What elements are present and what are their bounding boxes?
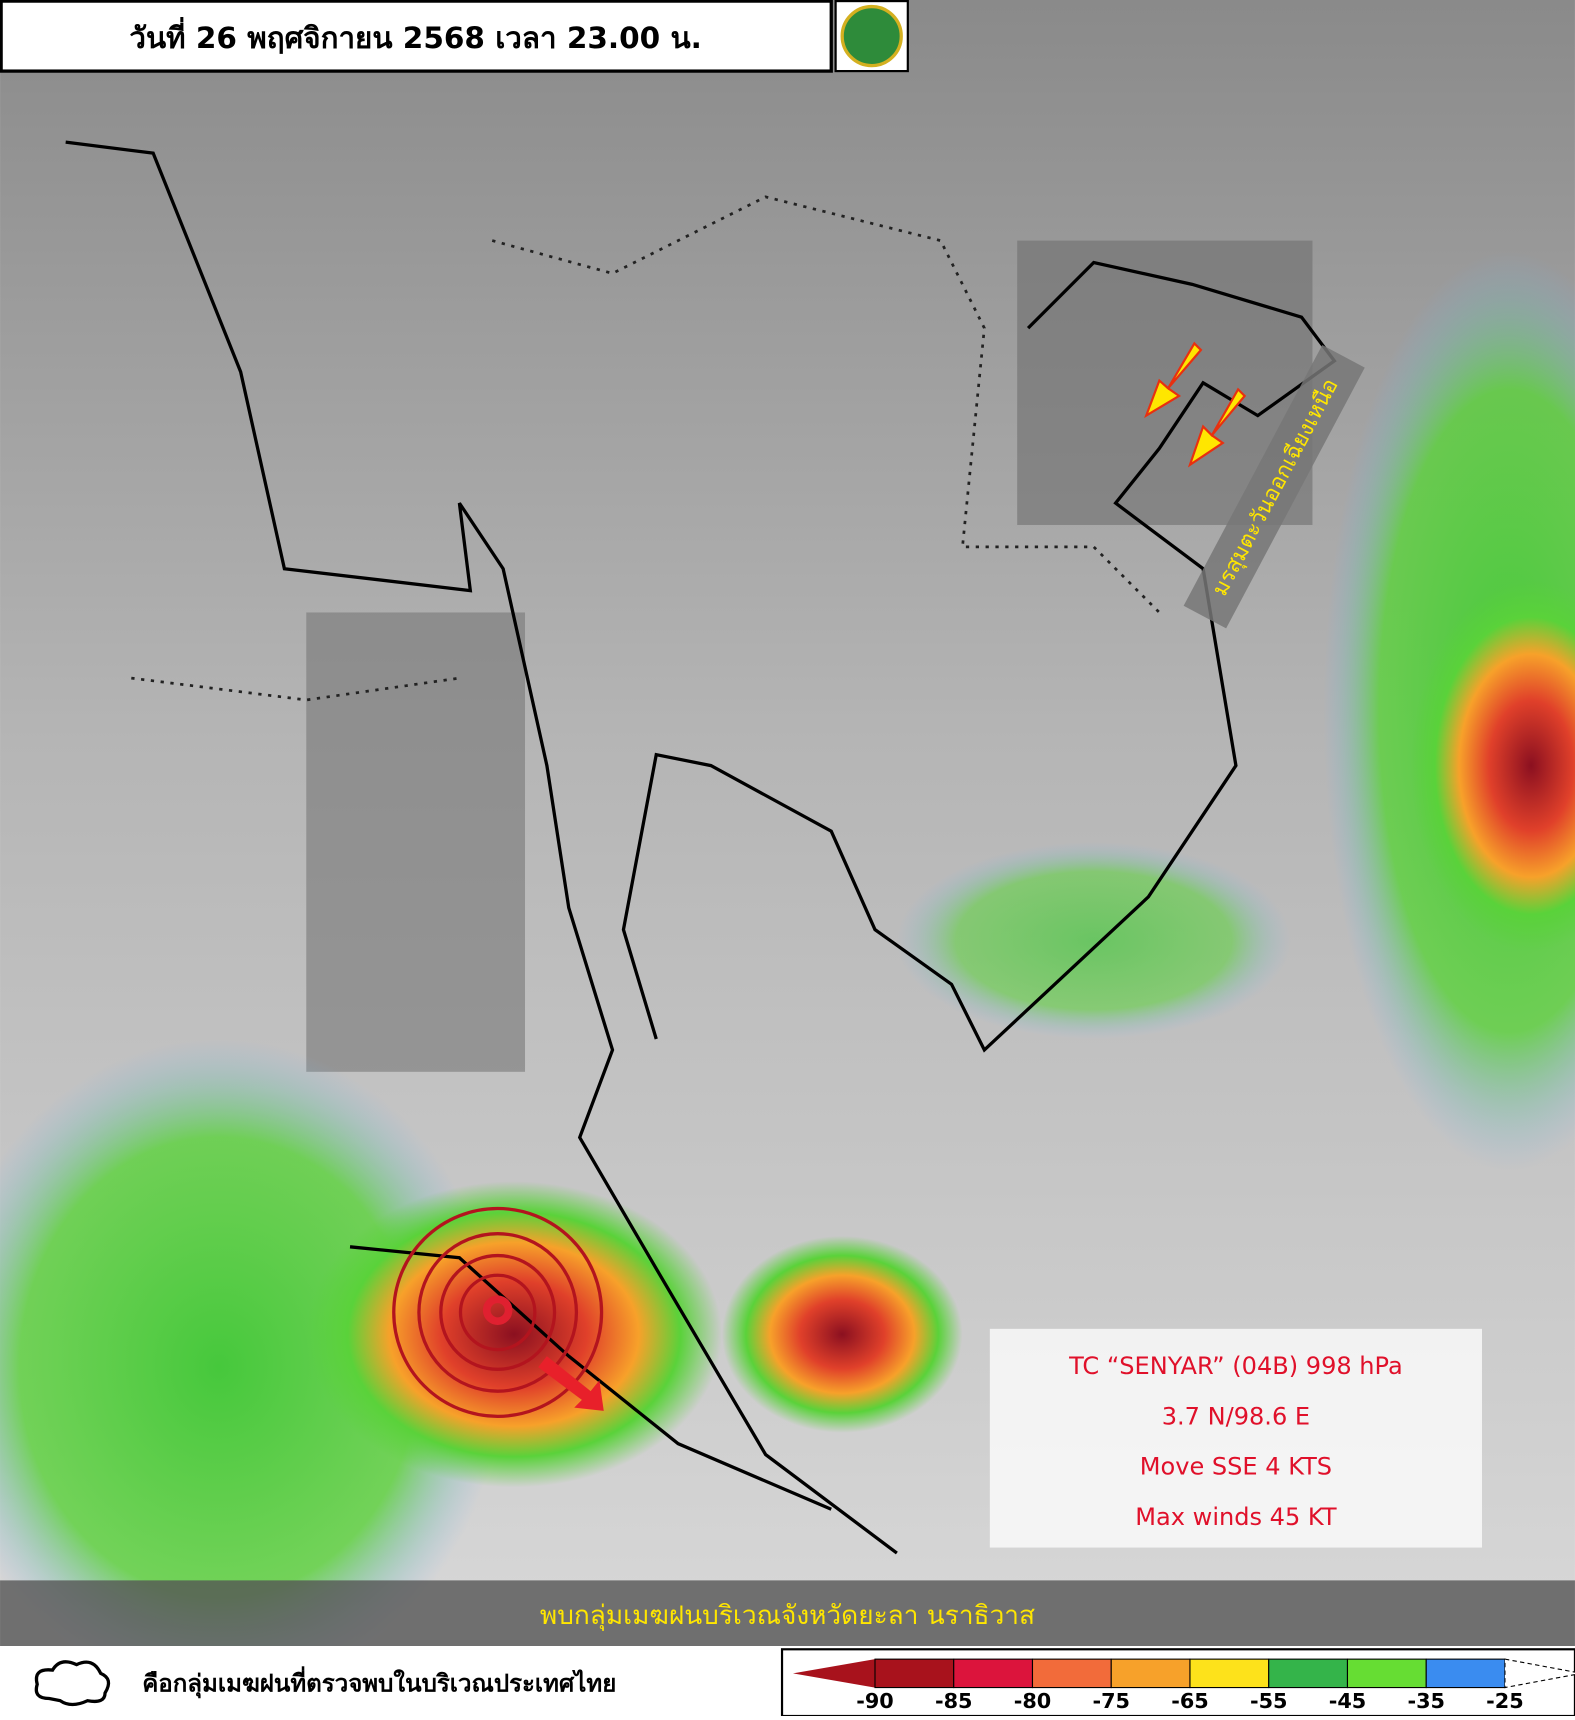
storm-info-box (989, 1328, 1482, 1548)
colorbar-segment (1425, 1658, 1506, 1689)
colorbar: -90 -85 -80 -75 -65 -55 -45 -35 -25 (792, 1658, 1575, 1713)
cloud-free-area (306, 612, 526, 1072)
colorbar-segment (1268, 1658, 1349, 1689)
colorbar-tick-label: -55 (1250, 1689, 1288, 1713)
coastline (621, 260, 1337, 1053)
colorbar-segment (874, 1658, 955, 1689)
colorbar-arrow (792, 1659, 875, 1688)
storm-info-line: 3.7 N/98.6 E (1162, 1402, 1310, 1430)
logo (840, 4, 903, 68)
storm-info: TC “SENYAR” (04B) 998 hPa 3.7 N/98.6 E Mov… (1068, 1352, 1403, 1531)
colorbar-tick-label: -45 (1329, 1689, 1367, 1713)
banner-bg (0, 1580, 1575, 1647)
colorbar-tick-label: -90 (856, 1689, 894, 1713)
colorbar-tick-label: -85 (935, 1689, 973, 1713)
colorbar-segment (1031, 1658, 1112, 1689)
storm-center (482, 1295, 513, 1326)
storm-info-line: Max winds 45 KT (1135, 1503, 1337, 1531)
colorbar-tick-label: -35 (1407, 1689, 1445, 1713)
storm-info-line: TC “SENYAR” (04B) 998 hPa (1068, 1352, 1403, 1380)
colorbar-segment (1346, 1658, 1427, 1689)
colorbar-tick-label: -80 (1014, 1689, 1052, 1713)
colorbar-segment (1189, 1658, 1270, 1689)
legend-text: คือกลุ่มเมฆฝนที่ตรวจพบในบริเวณประเทศไทย (142, 1665, 616, 1699)
cloud-area (721, 1235, 963, 1433)
colorbar-tick-label: -25 (1486, 1689, 1524, 1713)
coastline (349, 1245, 832, 1511)
cloud-area (1410, 579, 1575, 952)
colorbar-segment (1110, 1658, 1191, 1689)
movement-arrow (538, 1356, 604, 1411)
colorbar-arrow (1504, 1658, 1575, 1689)
cloud-area (0, 1039, 504, 1696)
colorbar-tick-label: -75 (1092, 1689, 1130, 1713)
storm-info-line: Move SSE 4 KTS (1140, 1453, 1332, 1481)
colorbar-segment (953, 1658, 1034, 1689)
coastline (65, 140, 898, 1555)
wind-arrow (1144, 341, 1203, 419)
banner: พบกลุ่มเมฆฝนบริเวณจังหวัดยะลา นราธิวาส (540, 1601, 1035, 1631)
cloud-icon (34, 1660, 111, 1707)
header-title: วันที่ 26 พฤศจิกายน 2568 เวลา 23.00 น. (129, 17, 701, 55)
wind-arrow (1187, 387, 1247, 468)
storm-rings (392, 1206, 604, 1418)
header-box (0, 0, 833, 73)
monsoon-label-bg (1183, 345, 1365, 629)
cloud-area (306, 1181, 722, 1488)
cloud-area (896, 842, 1291, 1040)
colorbar-tick-label: -65 (1171, 1689, 1209, 1713)
